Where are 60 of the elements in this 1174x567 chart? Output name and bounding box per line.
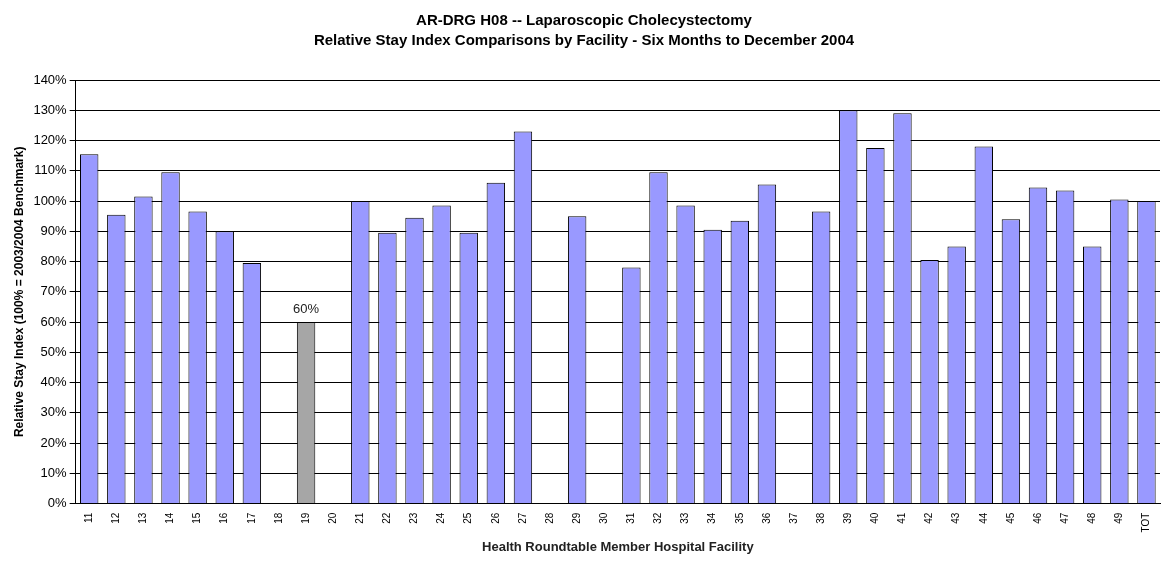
y-axis-title: Relative Stay Index (100% = 2003/2004 Benchmark) bbox=[11, 146, 26, 438]
x-tick-label: 27 bbox=[516, 512, 528, 524]
x-tick-label: 12 bbox=[110, 512, 122, 524]
data-label: 60% bbox=[293, 301, 320, 317]
x-tick-label: 20 bbox=[326, 512, 338, 524]
x-tick-label: 47 bbox=[1058, 512, 1070, 524]
x-tick-label: 46 bbox=[1031, 512, 1043, 524]
x-tick-label: 25 bbox=[462, 512, 474, 524]
x-tick-label: 34 bbox=[706, 512, 718, 524]
x-tick-label: TOT bbox=[1140, 512, 1152, 533]
x-tick-label: 18 bbox=[272, 512, 284, 524]
y-tick-label: 100% bbox=[33, 192, 68, 208]
y-tick-label: 40% bbox=[40, 374, 68, 390]
x-tick-label: 43 bbox=[950, 512, 962, 524]
chart-subtitle: Relative Stay Index Comparisons by Facility - Six Months to December 2004 bbox=[313, 31, 855, 49]
x-tick-label: 35 bbox=[733, 512, 745, 524]
x-tick-label: 40 bbox=[869, 512, 881, 524]
y-tick-label: 0% bbox=[47, 495, 68, 511]
x-tick-label: 49 bbox=[1113, 512, 1125, 524]
x-tick-label: 17 bbox=[245, 512, 257, 524]
x-tick-label: 33 bbox=[679, 512, 691, 524]
y-tick-label: 20% bbox=[40, 434, 68, 450]
x-tick-label: 31 bbox=[625, 512, 637, 524]
x-tick-label: 28 bbox=[543, 512, 555, 524]
x-tick-label: 23 bbox=[408, 512, 420, 524]
x-tick-label: 38 bbox=[814, 512, 826, 524]
x-axis-title: Health Roundtable Member Hospital Facility bbox=[482, 538, 755, 554]
x-tick-label: 11 bbox=[82, 512, 94, 523]
x-tick-label: 13 bbox=[137, 512, 149, 524]
y-tick-label: 120% bbox=[33, 132, 68, 148]
x-tick-label: 37 bbox=[787, 512, 799, 524]
y-tick-label: 50% bbox=[40, 343, 68, 359]
x-tick-label: 24 bbox=[435, 512, 447, 524]
x-tick-label: 41 bbox=[896, 512, 908, 524]
y-tick-label: 60% bbox=[40, 313, 68, 329]
x-tick-label: 30 bbox=[598, 512, 610, 524]
x-tick-label: 21 bbox=[354, 512, 366, 524]
x-tick-label: 14 bbox=[164, 512, 176, 524]
x-tick-label: 42 bbox=[923, 512, 935, 524]
x-tick-label: 39 bbox=[842, 512, 853, 524]
x-tick-label: 26 bbox=[489, 512, 501, 524]
x-tick-label: 19 bbox=[299, 512, 311, 524]
y-tick-label: 80% bbox=[40, 253, 68, 269]
x-tick-label: 44 bbox=[977, 512, 989, 524]
x-tick-label: 16 bbox=[218, 512, 230, 524]
y-tick-label: 70% bbox=[40, 283, 68, 299]
x-tick-label: 32 bbox=[652, 512, 664, 524]
y-tick-label: 90% bbox=[40, 222, 68, 238]
y-tick-label: 10% bbox=[40, 464, 68, 480]
x-tick-label: 48 bbox=[1085, 512, 1097, 524]
y-tick-label: 30% bbox=[40, 404, 68, 420]
x-tick-label: 29 bbox=[570, 512, 582, 524]
x-tick-label: 15 bbox=[191, 512, 203, 524]
chart-title: AR-DRG H08 -- Laparoscopic Cholecystectomy bbox=[416, 11, 753, 29]
x-tick-label: 45 bbox=[1004, 512, 1016, 524]
y-tick-label: 110% bbox=[34, 162, 68, 178]
y-tick-label: 130% bbox=[33, 101, 68, 117]
x-tick-label: 22 bbox=[381, 512, 393, 524]
y-tick-label: 140% bbox=[33, 71, 68, 87]
x-tick-label: 36 bbox=[760, 512, 772, 524]
